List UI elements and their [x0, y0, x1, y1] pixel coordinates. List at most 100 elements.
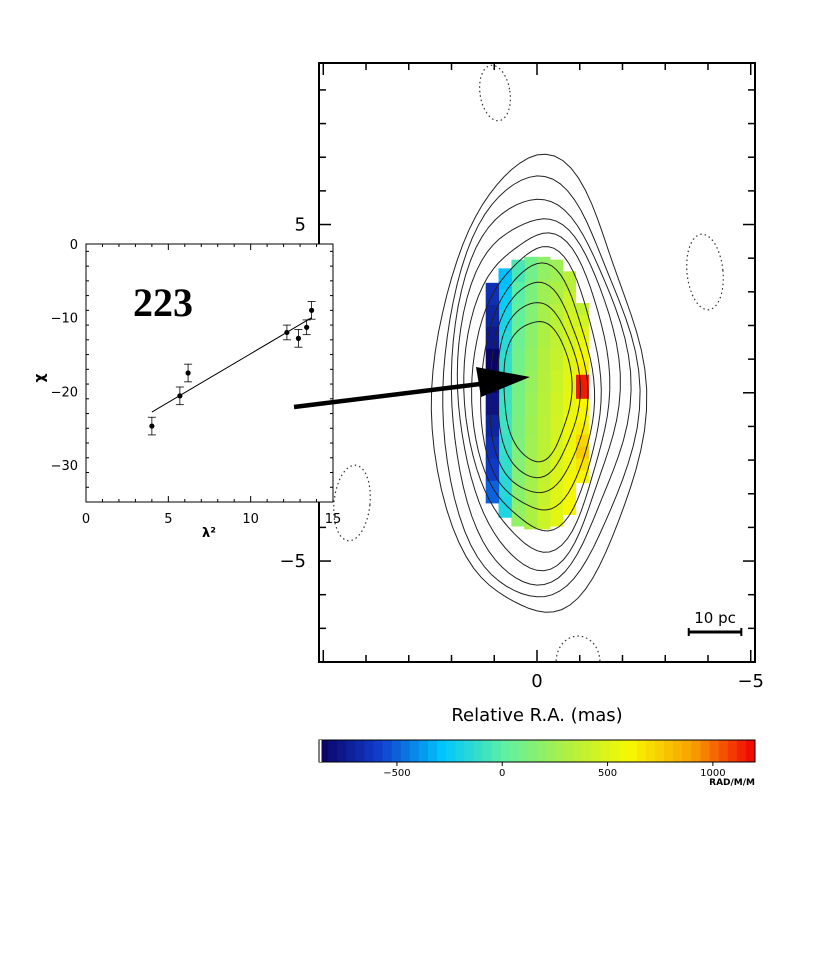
main-tick-labels: 0 −5 5 −5 — [279, 215, 764, 692]
rm-cell — [575, 458, 589, 472]
rm-cell — [549, 415, 564, 438]
colorbar-swatch — [537, 740, 547, 762]
rm-cell — [537, 347, 551, 371]
rm-cell — [575, 374, 589, 388]
colorbar-swatch — [582, 740, 592, 762]
rm-cell — [498, 496, 512, 518]
colorbar-swatch — [673, 740, 683, 762]
rm-cell — [537, 483, 551, 507]
rm-cell — [537, 279, 551, 303]
colorbar-tick-label: 500 — [598, 768, 617, 779]
y-tick-label: 5 — [295, 215, 306, 236]
rm-cell — [549, 459, 564, 483]
rm-cell — [575, 350, 589, 364]
contour-level — [456, 218, 621, 572]
colorbar-swatch — [491, 740, 502, 762]
inset-data-points — [147, 301, 316, 436]
inset-y-tick-label: −20 — [51, 385, 78, 400]
rm-cell — [524, 460, 538, 485]
rm-cell — [562, 271, 576, 293]
rm-cell — [537, 370, 551, 394]
colorbar-swatch — [373, 740, 384, 762]
rm-cell — [575, 470, 589, 484]
colorbar-swatch — [745, 740, 756, 762]
colorbar-swatch — [518, 740, 529, 762]
rm-cell — [562, 494, 576, 515]
rm-cell — [537, 415, 551, 439]
rm-cell — [485, 480, 500, 504]
contour-level — [471, 246, 602, 532]
rm-cell — [549, 326, 564, 349]
rm-cell — [549, 437, 564, 460]
colorbar-swatch — [500, 740, 511, 762]
rm-cell — [511, 281, 525, 305]
colorbar-swatch — [319, 740, 329, 762]
colorbar-swatch — [391, 740, 402, 762]
inset-frame — [85, 243, 334, 503]
rm-cell — [511, 348, 525, 372]
rm-cell — [511, 503, 525, 527]
colorbar-swatch — [364, 740, 374, 762]
colorbar-tick-labels: −500 0 500 1000 — [383, 768, 725, 779]
inset-x-tick-label: 5 — [164, 512, 172, 527]
pointer-arrow-head — [476, 367, 530, 397]
colorbar-swatch — [418, 740, 429, 762]
rm-cell — [524, 256, 538, 281]
rm-cell — [498, 289, 512, 311]
inset-x-tick-label: 15 — [325, 512, 342, 527]
inset-y-tick-label: −30 — [51, 459, 78, 474]
inset-y-tick-label: 0 — [70, 238, 78, 253]
inset-data-point — [177, 393, 183, 399]
negative-contour — [333, 464, 371, 542]
colorbar-swatch — [482, 740, 493, 762]
scale-bar: 10 pc — [687, 609, 743, 636]
colorbar-swatch — [700, 740, 711, 762]
rm-cell — [524, 324, 538, 349]
rm-cell — [524, 392, 538, 417]
colorbar-swatch — [337, 740, 347, 762]
colorbar-swatch — [636, 740, 647, 762]
rm-cell — [562, 392, 576, 414]
main-panel: 0 −5 5 −5 Relative R.A. (mas) 10 pc — [279, 62, 764, 726]
rm-cell — [562, 413, 576, 434]
rm-cell — [549, 259, 564, 283]
colorbar-swatch — [446, 740, 456, 762]
pointer-arrow-shaft — [293, 381, 481, 410]
rm-cell — [524, 370, 538, 394]
inset-data-point — [295, 335, 302, 341]
inset-x-tick-label: 0 — [82, 512, 90, 527]
colorbar-swatch — [736, 740, 747, 762]
rm-cell — [524, 347, 538, 371]
colorbar-swatch — [627, 740, 638, 762]
rm-cell — [511, 415, 525, 438]
negative-contour — [478, 64, 512, 122]
colorbar-swatch — [455, 740, 465, 762]
y-tick-label: −5 — [279, 551, 306, 572]
inset-data-point — [308, 307, 315, 313]
colorbar-frame — [318, 739, 756, 763]
colorbar-swatch — [527, 740, 538, 762]
colorbar-tick-label: 0 — [499, 768, 505, 779]
colorbar-swatch — [591, 740, 602, 762]
pointer-arrow — [293, 367, 530, 410]
colorbar-swatches — [319, 740, 756, 762]
rm-cell — [549, 392, 564, 416]
colorbar-swatch — [346, 740, 356, 762]
inset-source-label: 223 — [133, 280, 193, 325]
x-tick-label: 0 — [531, 671, 542, 692]
rm-cell — [562, 453, 576, 475]
rm-cell — [575, 315, 589, 328]
rm-cell — [524, 302, 538, 326]
rm-cell — [549, 370, 564, 394]
colorbar-swatch — [709, 740, 720, 762]
negative-contour — [686, 233, 724, 311]
inset-axis-ticks — [85, 244, 334, 503]
colorbar-unit-label: RAD/M/M — [709, 778, 755, 788]
rm-cell — [537, 438, 551, 462]
rm-cell — [485, 392, 500, 416]
colorbar-swatch — [555, 740, 565, 762]
rm-cell — [562, 291, 576, 313]
rm-cell — [575, 446, 589, 460]
colorbar-swatch — [664, 740, 674, 762]
